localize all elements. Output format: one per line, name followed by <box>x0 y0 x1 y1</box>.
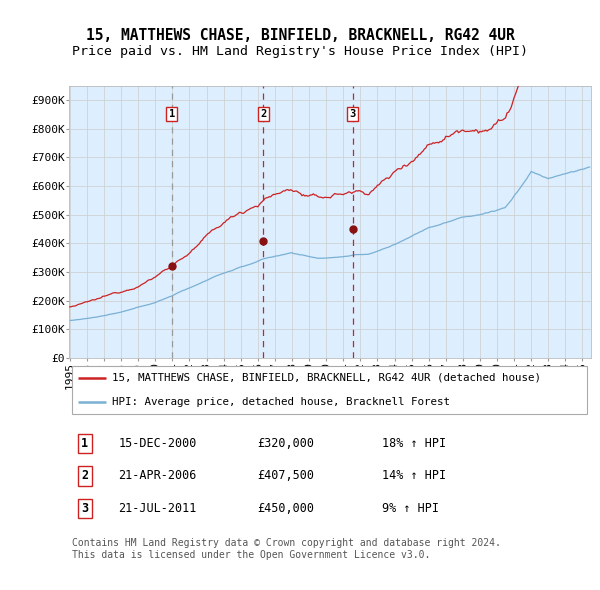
Text: 2: 2 <box>260 109 266 119</box>
Text: 15, MATTHEWS CHASE, BINFIELD, BRACKNELL, RG42 4UR (detached house): 15, MATTHEWS CHASE, BINFIELD, BRACKNELL,… <box>112 373 541 383</box>
Text: 15, MATTHEWS CHASE, BINFIELD, BRACKNELL, RG42 4UR: 15, MATTHEWS CHASE, BINFIELD, BRACKNELL,… <box>86 28 514 43</box>
Text: Price paid vs. HM Land Registry's House Price Index (HPI): Price paid vs. HM Land Registry's House … <box>72 45 528 58</box>
Text: 1: 1 <box>81 437 88 450</box>
Text: HPI: Average price, detached house, Bracknell Forest: HPI: Average price, detached house, Brac… <box>112 396 450 407</box>
FancyBboxPatch shape <box>71 366 587 414</box>
Text: 21-JUL-2011: 21-JUL-2011 <box>119 502 197 515</box>
Text: 2: 2 <box>81 470 88 483</box>
Text: £320,000: £320,000 <box>257 437 314 450</box>
Text: £407,500: £407,500 <box>257 470 314 483</box>
Text: 1: 1 <box>169 109 175 119</box>
Text: 15-DEC-2000: 15-DEC-2000 <box>119 437 197 450</box>
Text: 18% ↑ HPI: 18% ↑ HPI <box>382 437 446 450</box>
Text: £450,000: £450,000 <box>257 502 314 515</box>
Text: Contains HM Land Registry data © Crown copyright and database right 2024.
This d: Contains HM Land Registry data © Crown c… <box>71 538 500 560</box>
Text: 14% ↑ HPI: 14% ↑ HPI <box>382 470 446 483</box>
Text: 21-APR-2006: 21-APR-2006 <box>119 470 197 483</box>
Text: 9% ↑ HPI: 9% ↑ HPI <box>382 502 439 515</box>
Text: 3: 3 <box>81 502 88 515</box>
Text: 3: 3 <box>350 109 356 119</box>
